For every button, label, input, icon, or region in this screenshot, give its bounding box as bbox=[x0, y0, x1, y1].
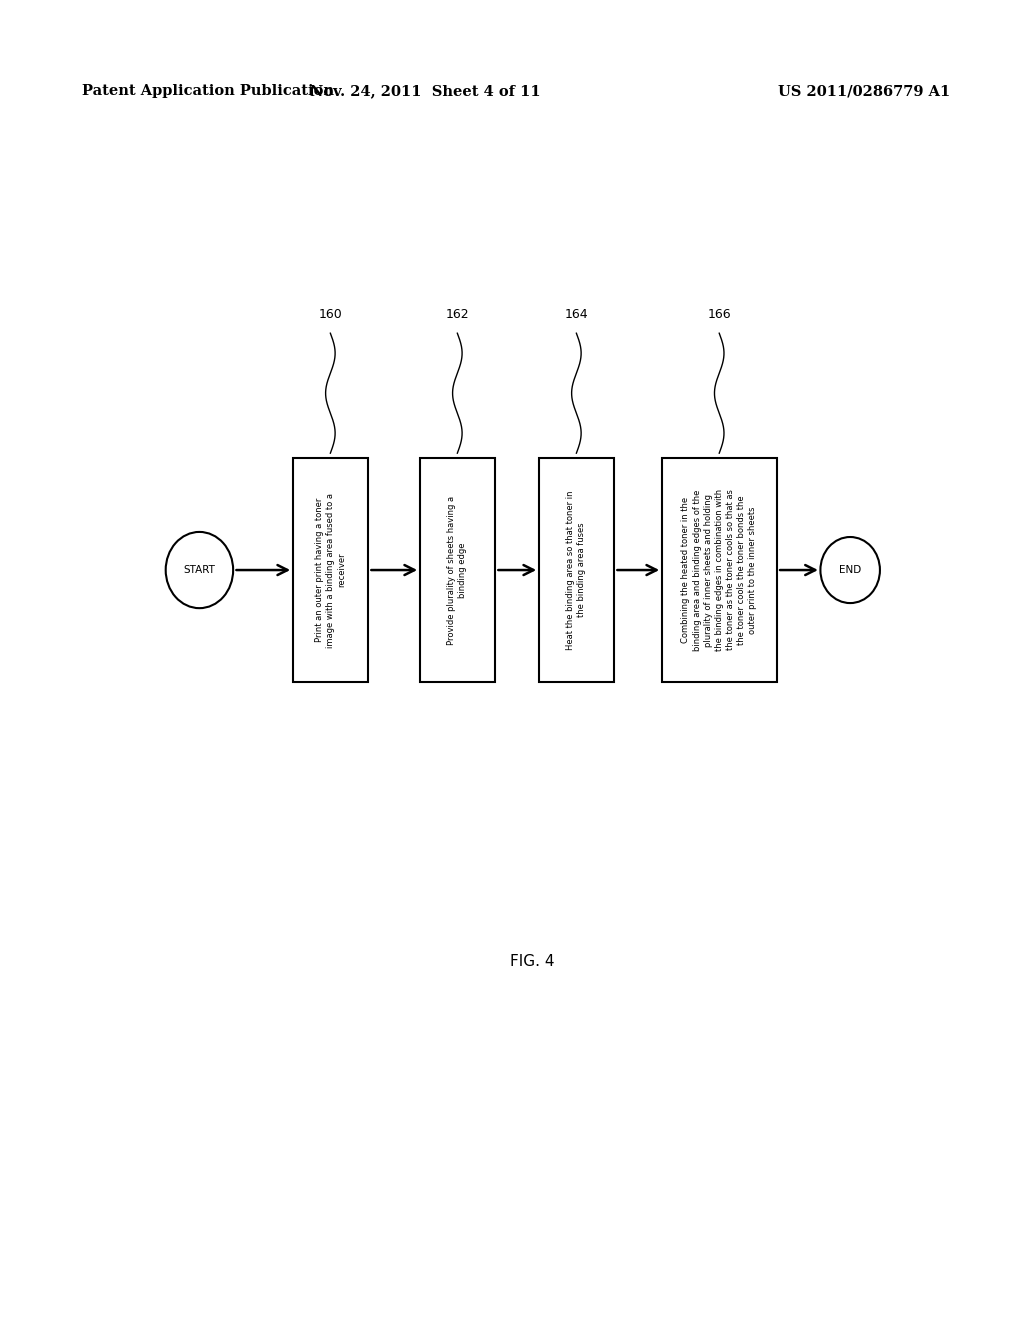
Ellipse shape bbox=[820, 537, 880, 603]
Text: Nov. 24, 2011  Sheet 4 of 11: Nov. 24, 2011 Sheet 4 of 11 bbox=[309, 84, 541, 99]
Bar bbox=[293, 458, 368, 682]
Text: Combining the heated toner in the
binding area and binding edges of the
pluralit: Combining the heated toner in the bindin… bbox=[681, 488, 757, 651]
Text: FIG. 4: FIG. 4 bbox=[511, 954, 555, 969]
Text: Provide plurality of sheets having a
binding edge: Provide plurality of sheets having a bin… bbox=[447, 495, 467, 644]
Text: Patent Application Publication: Patent Application Publication bbox=[82, 84, 334, 99]
Text: END: END bbox=[839, 565, 861, 576]
Text: Print an outer print having a toner
image with a binding area fused to a
receive: Print an outer print having a toner imag… bbox=[314, 492, 346, 648]
Bar bbox=[539, 458, 614, 682]
Text: Heat the binding area so that toner in
the binding area fuses: Heat the binding area so that toner in t… bbox=[566, 490, 587, 649]
Text: 164: 164 bbox=[564, 308, 588, 321]
Text: 162: 162 bbox=[445, 308, 469, 321]
Bar bbox=[420, 458, 495, 682]
Ellipse shape bbox=[166, 532, 233, 609]
Text: START: START bbox=[183, 565, 215, 576]
Bar bbox=[662, 458, 777, 682]
Text: 166: 166 bbox=[708, 308, 731, 321]
Text: US 2011/0286779 A1: US 2011/0286779 A1 bbox=[778, 84, 950, 99]
Text: 160: 160 bbox=[318, 308, 342, 321]
